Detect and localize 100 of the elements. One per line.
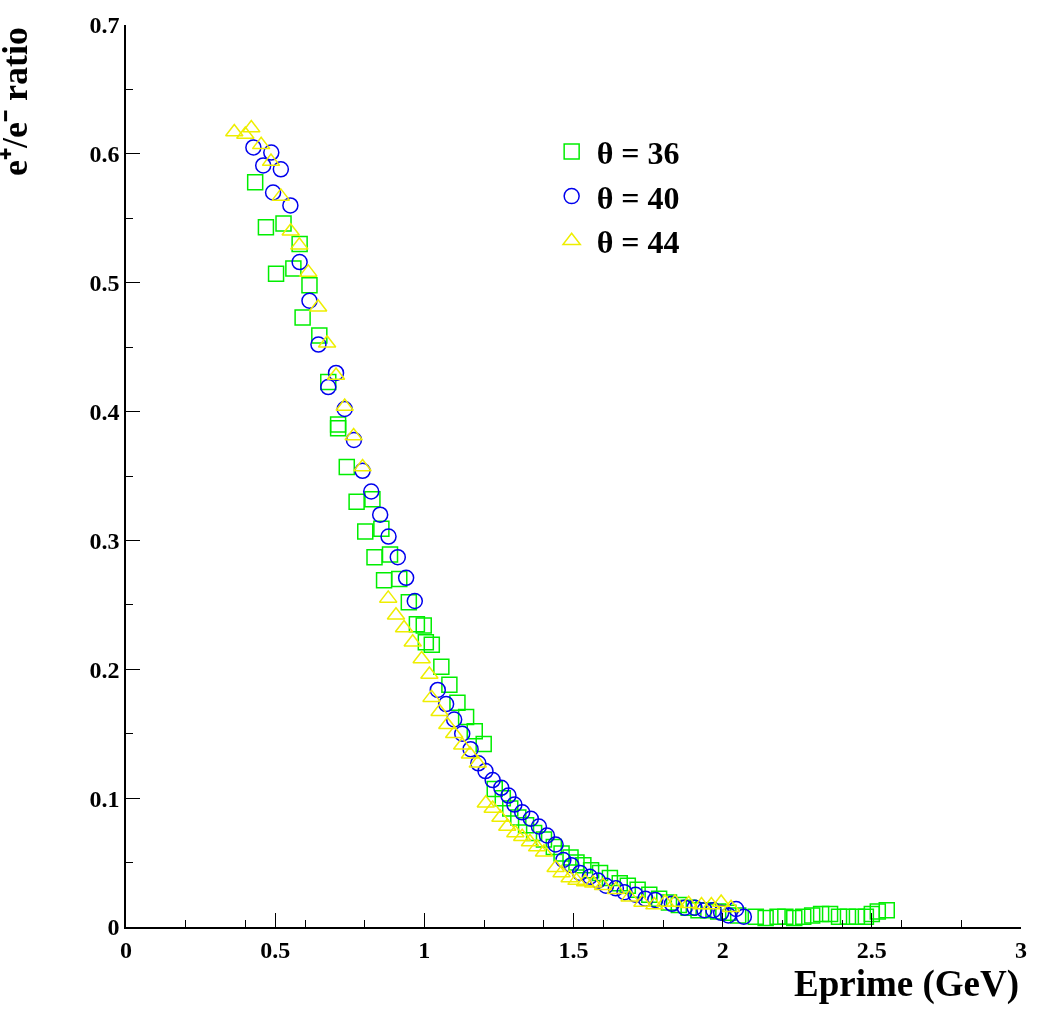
point [251, 136, 271, 150]
point [308, 298, 328, 312]
point [345, 431, 363, 449]
x-tick-label: 1 [418, 936, 431, 963]
point [500, 787, 517, 804]
point [344, 427, 364, 441]
point [354, 462, 371, 480]
point [546, 859, 566, 873]
point [520, 833, 540, 847]
point [727, 900, 745, 918]
point [389, 548, 407, 566]
point [597, 877, 615, 895]
point [430, 703, 449, 717]
point [567, 872, 586, 886]
point [581, 868, 599, 885]
y-tick-label: 0.3 [89, 527, 120, 554]
point [320, 378, 337, 396]
point [444, 725, 464, 739]
point [627, 886, 644, 904]
point [380, 528, 397, 545]
point [310, 336, 327, 353]
point [477, 762, 494, 780]
point [512, 828, 532, 842]
point [686, 899, 703, 916]
y-tick-label: 0.1 [89, 785, 120, 812]
point [437, 695, 455, 713]
point [453, 725, 471, 742]
point [371, 506, 389, 523]
point [245, 139, 262, 156]
point [437, 716, 457, 730]
point [412, 650, 432, 664]
point [655, 894, 675, 908]
point [235, 126, 255, 140]
point [281, 222, 301, 236]
legend-label: θ = 44 [596, 224, 680, 261]
y-axis-title: e⁺/e⁻ ratio [0, 27, 35, 176]
point [676, 899, 694, 916]
point [644, 896, 664, 910]
point [394, 619, 414, 633]
point [637, 890, 654, 907]
y-tick-label: 0.7 [89, 12, 120, 39]
legend-label: θ = 40 [596, 179, 680, 216]
point [665, 894, 685, 908]
point [505, 824, 525, 838]
x-tick-label: 2.5 [856, 936, 887, 963]
point [291, 253, 308, 271]
point [484, 771, 501, 789]
point [555, 851, 572, 869]
point [282, 197, 299, 214]
point [563, 856, 580, 874]
legend-label: θ = 36 [596, 135, 680, 171]
y-tick-label: 0.4 [89, 398, 120, 425]
point [386, 606, 406, 620]
point [583, 874, 603, 888]
point [301, 292, 318, 309]
point [560, 869, 580, 883]
point [593, 877, 613, 891]
point [264, 184, 282, 201]
point [263, 144, 280, 161]
point [429, 681, 447, 699]
point [679, 895, 699, 909]
point [462, 740, 479, 758]
point [224, 123, 244, 137]
point [530, 818, 548, 835]
point [422, 689, 441, 703]
point [735, 908, 753, 925]
point [571, 864, 589, 882]
point [701, 896, 721, 910]
y-tick-label: 0.5 [89, 270, 120, 297]
point [692, 896, 711, 910]
point [721, 899, 741, 913]
point [705, 902, 722, 919]
point [353, 458, 372, 472]
x-tick-label: 0.5 [260, 936, 291, 963]
point [633, 894, 652, 908]
y-tick-label: 0.2 [89, 656, 120, 683]
point [470, 755, 487, 772]
x-tick-label: 3 [1015, 936, 1027, 963]
x-tick-label: 2 [716, 936, 729, 963]
point [538, 827, 556, 844]
point [711, 894, 731, 908]
point [552, 864, 571, 878]
point [506, 796, 523, 813]
point [362, 483, 380, 500]
point [254, 157, 272, 174]
point [493, 779, 510, 797]
point [261, 153, 281, 167]
y-tick-label: 0 [107, 914, 120, 941]
point [445, 711, 463, 728]
point [647, 891, 664, 909]
x-axis-title: Eprime (GeV) [794, 963, 1020, 1005]
point [406, 592, 424, 610]
point [527, 838, 547, 852]
point [522, 810, 540, 827]
point [589, 872, 607, 889]
point [241, 119, 261, 133]
point [403, 633, 423, 647]
point [616, 883, 633, 901]
y-tick-label: 0.6 [89, 141, 120, 168]
point [513, 804, 531, 821]
